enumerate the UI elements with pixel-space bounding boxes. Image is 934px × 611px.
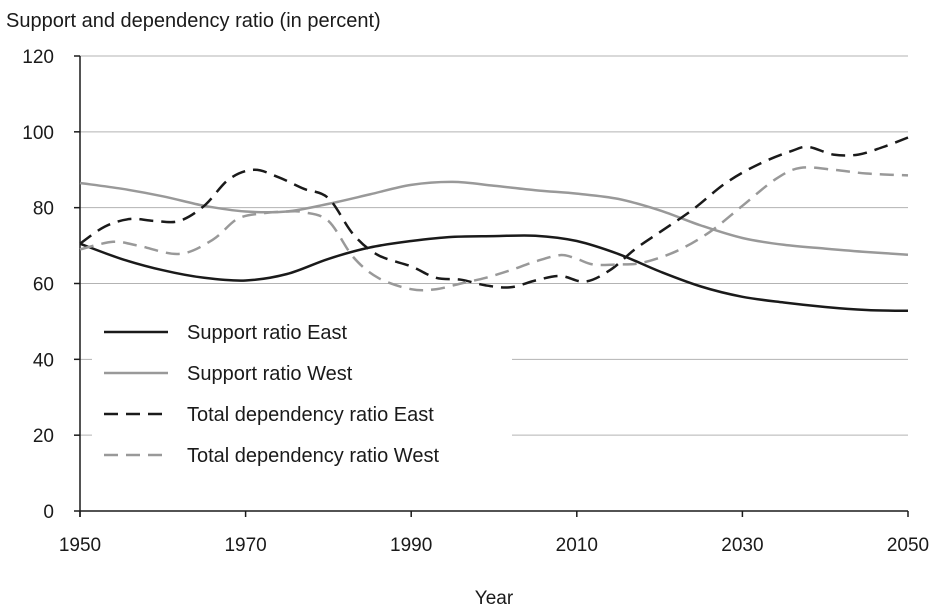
- legend-label: Support ratio East: [187, 322, 348, 344]
- y-tick-label: 100: [22, 123, 54, 144]
- x-tick-label: 2050: [887, 535, 929, 556]
- y-tick-label: 40: [33, 350, 54, 371]
- y-tick-label: 80: [33, 199, 54, 220]
- series-line-1: [79, 234, 909, 313]
- legend-label: Support ratio West: [187, 363, 353, 385]
- series-line-4: [79, 166, 909, 292]
- x-tick-label: 1970: [224, 535, 266, 556]
- chart-title: Support and dependency ratio (in percent…: [6, 10, 381, 32]
- y-tick-label: 120: [22, 47, 54, 68]
- x-tick-label: 1990: [390, 535, 432, 556]
- axes: 0 20 40 60 80 100 120 1950 1970 1990 2010 2030 2050: [22, 47, 929, 556]
- series-line-3: [79, 136, 909, 289]
- series-line-2: [79, 180, 909, 256]
- y-tick-label: 60: [33, 275, 54, 296]
- x-tick-label: 2030: [721, 535, 763, 556]
- y-tick-label: 20: [33, 426, 54, 447]
- series-lines: [79, 136, 909, 313]
- x-tick-label: 2010: [556, 535, 598, 556]
- legend-label: Total dependency ratio East: [187, 404, 434, 426]
- x-tick-label: 1950: [59, 535, 101, 556]
- legend-label: Total dependency ratio West: [187, 445, 439, 467]
- y-tick-label: 0: [43, 502, 54, 523]
- legend: Support ratio East Support ratio West Tota…: [92, 300, 512, 486]
- x-axis-label: Year: [475, 588, 514, 609]
